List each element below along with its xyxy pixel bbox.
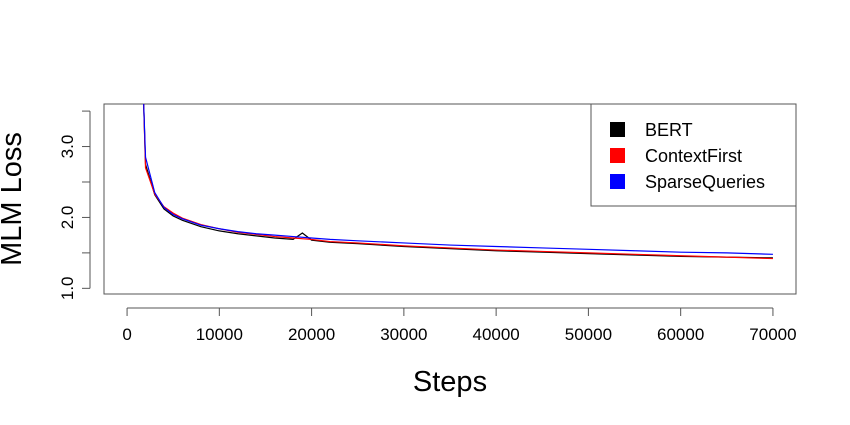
series-line-contextfirst (143, 104, 773, 260)
legend-swatch-contextfirst (610, 148, 625, 163)
x-tick-label: 10000 (196, 325, 243, 344)
y-tick-label: 1.0 (58, 277, 77, 301)
x-tick-label: 40000 (472, 325, 519, 344)
y-tick-label: 3.0 (58, 135, 77, 159)
x-tick-label: 60000 (657, 325, 704, 344)
x-tick-label: 20000 (288, 325, 335, 344)
x-tick-label: 70000 (749, 325, 796, 344)
y-tick-label: 2.0 (58, 206, 77, 230)
legend-label-contextfirst: ContextFirst (645, 146, 742, 166)
legend-label-bert: BERT (645, 120, 693, 140)
series-line-bert (143, 104, 773, 259)
legend-box (590, 103, 797, 207)
legend-swatch-sparsequeries (610, 174, 625, 189)
x-axis-title: Steps (413, 366, 487, 398)
plot-area (143, 104, 773, 260)
series-line-sparsequeries (143, 104, 773, 255)
y-axis: 1.0 2.0 3.0 (58, 110, 91, 301)
legend-swatch-bert (610, 122, 625, 137)
x-tick-label: 50000 (565, 325, 612, 344)
legend: BERT ContextFirst SparseQueries (590, 103, 797, 207)
x-tick-label: 0 (122, 325, 131, 344)
x-axis: 0 10000 20000 30000 40000 50000 60000 70000 (122, 307, 797, 344)
legend-label-sparsequeries: SparseQueries (645, 172, 765, 192)
y-axis-title: MLM Loss (0, 132, 28, 266)
x-tick-label: 30000 (380, 325, 427, 344)
